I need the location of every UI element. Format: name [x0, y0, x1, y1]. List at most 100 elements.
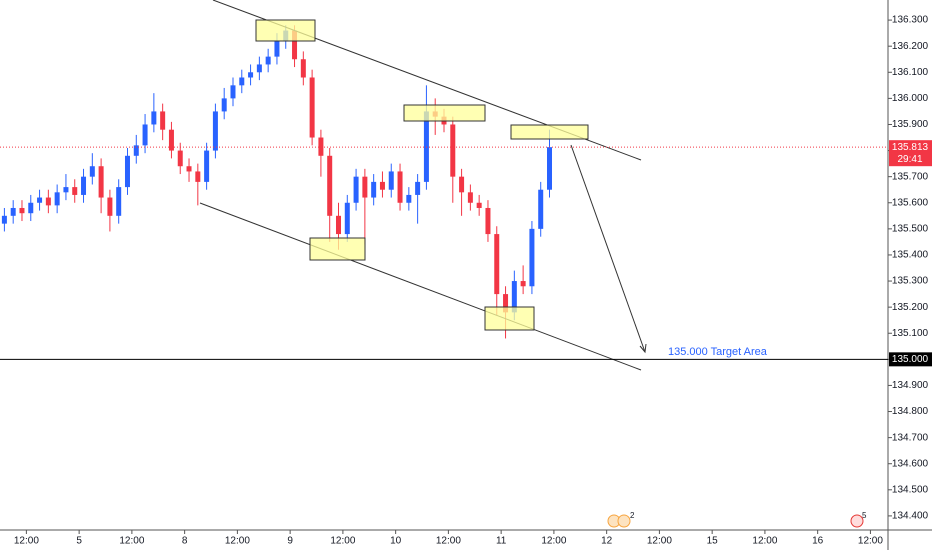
candle-body [371, 181, 377, 198]
candle-body [256, 64, 262, 73]
candle-body [353, 176, 359, 203]
candle-body [318, 137, 324, 156]
candle-body [45, 197, 51, 206]
target-label-bg [889, 352, 932, 367]
plot-area [1, 25, 553, 339]
candle-body [221, 98, 227, 112]
target-label: 135.000 [892, 354, 929, 365]
y-tick-label: 136.100 [892, 67, 929, 78]
candle-body [248, 72, 254, 78]
highlight-box [403, 104, 486, 122]
candle-body [459, 176, 465, 193]
last-price-bg [889, 140, 932, 167]
candle-body [423, 111, 429, 182]
candle-body [467, 192, 473, 203]
y-tick-label: 135.500 [892, 223, 929, 234]
candle-body [89, 166, 95, 177]
candle-body [406, 194, 412, 203]
candle-body [177, 150, 183, 167]
x-tick-label: 15 [707, 536, 719, 547]
candle-body [529, 228, 535, 287]
candle-body [503, 294, 509, 313]
x-tick-label: 9 [287, 536, 293, 547]
y-tick-label: 136.000 [892, 93, 929, 104]
event-icon[interactable] [850, 514, 864, 528]
candle-body [81, 176, 87, 195]
candle-body [362, 176, 368, 198]
candle-body [300, 59, 306, 78]
event-badge: 5 [862, 511, 867, 520]
x-tick-label: 12:00 [436, 536, 461, 547]
candle-body [63, 187, 69, 193]
y-tick-label: 134.500 [892, 484, 929, 495]
x-tick-label: 12:00 [541, 536, 566, 547]
candle-body [397, 171, 403, 203]
candle-body [72, 187, 78, 195]
x-tick-label: 12:00 [858, 536, 883, 547]
candle-body [520, 281, 526, 287]
y-tick-label: 135.100 [892, 328, 929, 339]
y-tick-label: 136.200 [892, 41, 929, 52]
drawings [199, 0, 864, 528]
candle-body [379, 181, 385, 190]
x-tick-label: 12:00 [647, 536, 672, 547]
candle-body [133, 145, 139, 156]
candle-body [37, 197, 43, 203]
last-price-label: 135.813 [892, 142, 929, 153]
x-tick-label: 5 [76, 536, 82, 547]
candle-body [28, 202, 34, 214]
y-tick-label: 134.900 [892, 380, 929, 391]
candle-body [195, 171, 201, 182]
candle-body [344, 202, 350, 235]
candle-body [124, 155, 130, 188]
candle-body [168, 129, 174, 151]
candle-body [274, 40, 280, 57]
candle-body [292, 30, 298, 60]
annotation: 135.000 Target Area [668, 346, 768, 358]
x-tick-label: 12:00 [119, 536, 144, 547]
x-tick-label: 16 [812, 536, 824, 547]
y-tick-label: 135.700 [892, 171, 929, 182]
candle-body [450, 124, 456, 177]
y-tick-label: 134.700 [892, 432, 929, 443]
x-tick-label: 11 [496, 536, 507, 547]
candle-body [98, 166, 104, 198]
candle-body [204, 150, 210, 182]
candle-body [54, 192, 60, 206]
countdown: 29:41 [897, 154, 922, 165]
highlight-box [255, 19, 316, 42]
candle-body [327, 155, 333, 216]
arrow-head [639, 343, 647, 354]
highlight-box [510, 124, 589, 140]
candle-body [415, 181, 421, 195]
y-tick-label: 135.600 [892, 197, 929, 208]
candle-body [485, 207, 491, 235]
candle-body [511, 281, 517, 313]
x-tick-label: 12:00 [752, 536, 777, 547]
candle-body [151, 111, 157, 125]
candle-body [142, 124, 148, 146]
candle-body [160, 111, 166, 130]
highlight-box [309, 237, 366, 261]
y-tick-label: 134.400 [892, 511, 929, 522]
y-tick-label: 135.400 [892, 250, 929, 261]
x-tick-label: 12:00 [330, 536, 355, 547]
y-tick-label: 135.900 [892, 119, 929, 130]
x-tick-label: 10 [390, 536, 402, 547]
candle-body [107, 197, 113, 216]
event-icon[interactable] [617, 514, 631, 528]
lower-trendline [199, 202, 642, 371]
highlight-box [484, 306, 535, 331]
x-tick-label: 12 [601, 536, 613, 547]
event-badge: 2 [630, 511, 635, 520]
candle-body [547, 147, 553, 190]
candle-body [19, 207, 25, 214]
y-tick-label: 136.300 [892, 15, 929, 26]
candle-body [186, 166, 192, 172]
candle-body [230, 85, 236, 99]
candle-body [538, 189, 544, 229]
candle-body [10, 207, 16, 216]
candle-body [265, 56, 271, 65]
